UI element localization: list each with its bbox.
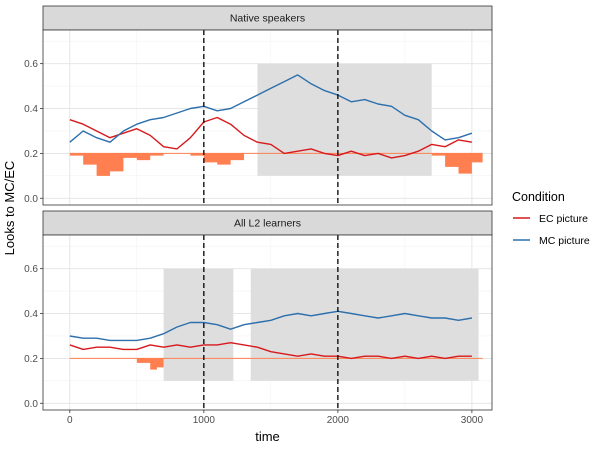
vline-group [203,30,339,205]
y-tick-label: 0.4 [24,309,38,320]
series-group [69,310,473,360]
cluster-rect [163,268,234,381]
x-axis-title: time [255,429,280,444]
x-tick-label: 0 [67,415,73,426]
y-tick-label: 0.4 [24,104,38,115]
panel-strip [42,5,493,31]
cluster-rect [250,268,479,381]
y-tick-label: 0.6 [24,59,38,70]
panel-native-speakers: Native speakers 0.0 0.2 0.4 0.6 [24,5,493,206]
x-tick-label: 2000 [327,415,350,426]
cluster-rect [257,63,432,176]
series-ec-line [69,116,473,159]
legend-title: Condition [512,190,565,204]
difference-area [69,153,483,176]
y-tick-label: 0.2 [24,149,38,160]
cluster-group [163,268,479,381]
y-axis-title: Looks to MC/EC [2,161,17,256]
y-tick-group: 0.0 0.2 0.4 0.6 [24,59,43,205]
cluster-group [257,63,432,176]
panel-border [42,29,493,206]
panel-all-l2-learners: All L2 learners 0.0 0.2 0.4 0.6 [24,210,493,411]
difference-area [69,358,483,370]
y-tick-label: 0.6 [24,264,38,275]
panel-border [42,234,493,411]
difference-group [69,357,483,370]
y-tick-label: 0.0 [24,399,38,410]
legend-label-mc: MC picture [539,235,590,247]
series-ec-line [69,342,472,360]
legend-label-ec: EC picture [539,213,588,225]
panel-strip-title: All L2 learners [234,218,301,230]
y-tick-label: 0.0 [24,194,38,205]
series-mc-line [69,310,473,342]
series-group [69,74,473,159]
y-tick-group: 0.0 0.2 0.4 0.6 [24,264,43,410]
panel-strip [42,210,493,236]
panel-strip-title: Native speakers [230,13,305,25]
vline-group [203,235,339,410]
series-mc-line [69,74,473,143]
x-tick-label: 3000 [461,415,484,426]
x-tick-group: 0 1000 2000 3000 [67,410,483,426]
x-tick-label: 1000 [193,415,216,426]
y-tick-label: 0.2 [24,354,38,365]
legend: Condition EC picture MC picture [512,190,590,247]
